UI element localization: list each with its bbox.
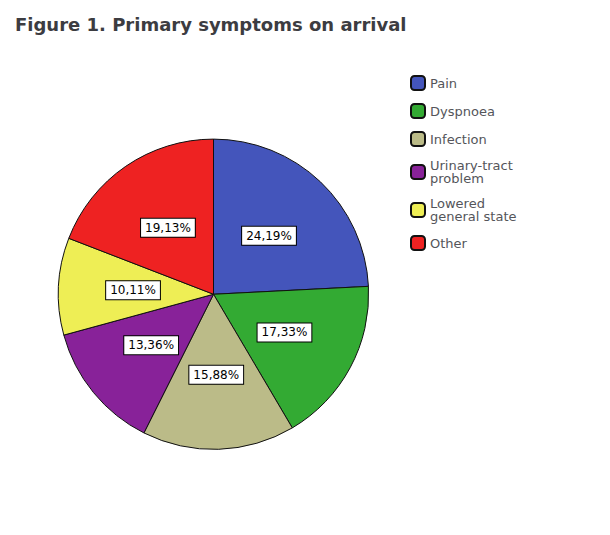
svg-text:17,33%: 17,33% (262, 325, 308, 339)
svg-text:Lowered: Lowered (430, 196, 485, 211)
svg-text:24,19%: 24,19% (246, 229, 292, 243)
svg-text:19,13%: 19,13% (145, 221, 191, 235)
svg-text:Figure 1. Primary symptoms on: Figure 1. Primary symptoms on arrival (15, 14, 407, 35)
svg-text:problem: problem (430, 171, 484, 186)
svg-text:13,36%: 13,36% (128, 338, 174, 352)
svg-text:15,88%: 15,88% (193, 368, 239, 382)
svg-text:Urinary-tract: Urinary-tract (430, 158, 513, 173)
svg-text:10,11%: 10,11% (110, 283, 156, 297)
svg-text:general state: general state (430, 209, 516, 224)
svg-text:Dyspnoea: Dyspnoea (430, 104, 495, 119)
svg-text:Infection: Infection (430, 132, 487, 147)
svg-text:Other: Other (430, 236, 468, 251)
svg-text:Pain: Pain (430, 76, 457, 91)
